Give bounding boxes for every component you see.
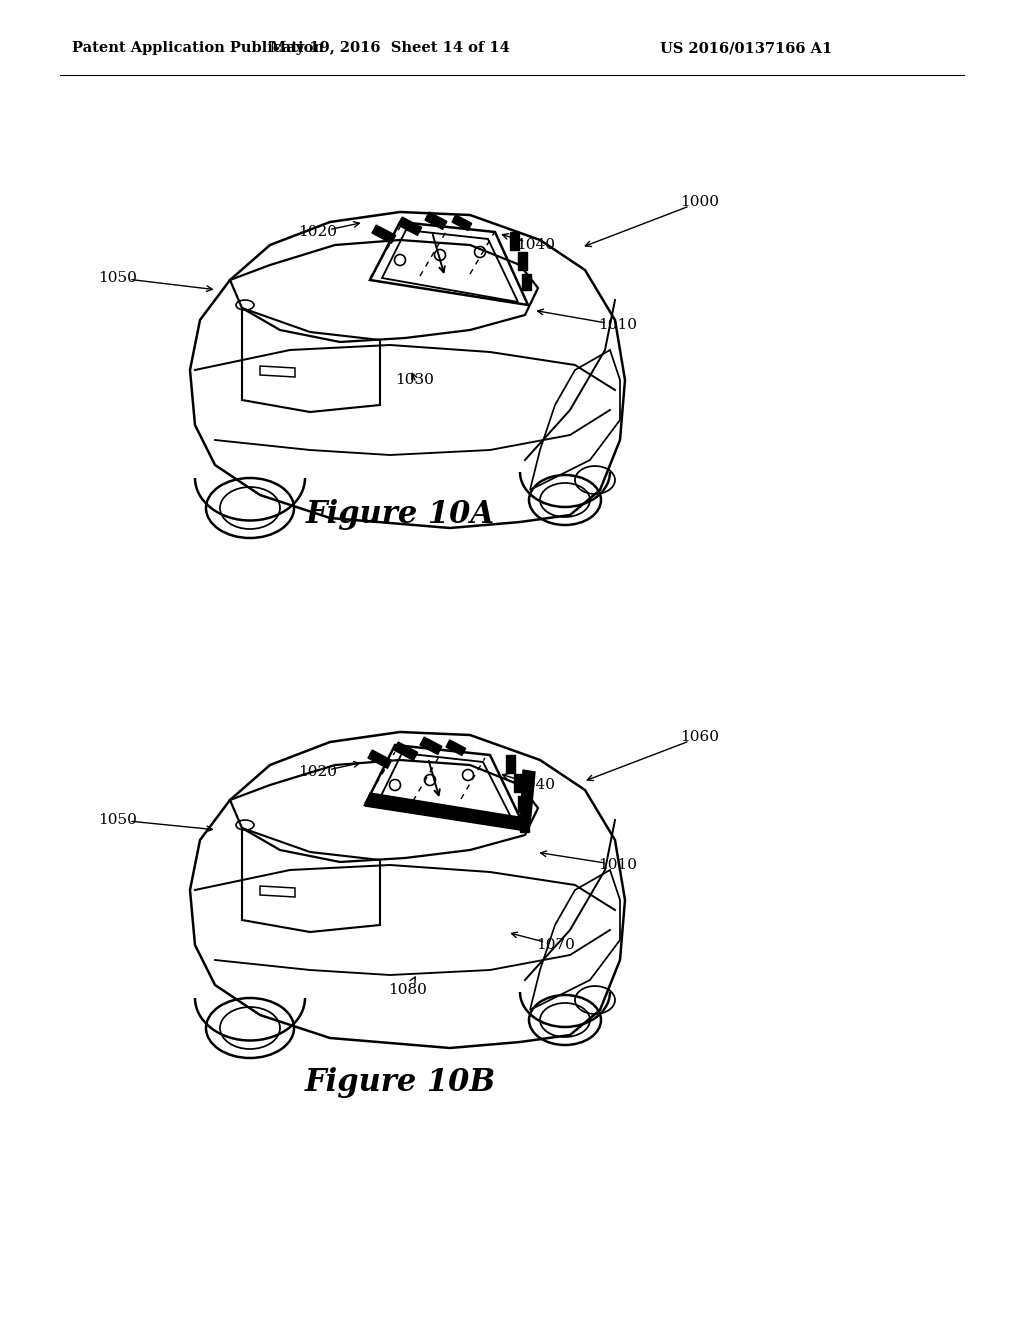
Bar bbox=[398, 216, 422, 235]
Text: 1010: 1010 bbox=[598, 318, 638, 333]
Bar bbox=[510, 232, 519, 249]
Text: 1040: 1040 bbox=[516, 238, 555, 252]
Text: Patent Application Publication: Patent Application Publication bbox=[72, 41, 324, 55]
Bar bbox=[520, 816, 529, 832]
Text: 1070: 1070 bbox=[537, 939, 575, 952]
Bar bbox=[425, 213, 446, 230]
Text: 1020: 1020 bbox=[299, 224, 338, 239]
Bar bbox=[372, 224, 395, 243]
Text: 1020: 1020 bbox=[299, 766, 338, 779]
Text: 1030: 1030 bbox=[395, 374, 434, 387]
Text: 1050: 1050 bbox=[98, 271, 137, 285]
Text: 1000: 1000 bbox=[681, 195, 720, 209]
Bar bbox=[514, 774, 523, 792]
Polygon shape bbox=[365, 793, 525, 830]
Text: 1010: 1010 bbox=[598, 858, 638, 873]
Bar bbox=[452, 215, 472, 231]
Text: 1080: 1080 bbox=[388, 983, 427, 997]
Text: 1060: 1060 bbox=[681, 730, 720, 744]
Polygon shape bbox=[520, 770, 535, 830]
Bar bbox=[420, 737, 442, 755]
Text: Figure 10A: Figure 10A bbox=[305, 499, 495, 531]
Bar bbox=[522, 275, 531, 290]
Text: May 19, 2016  Sheet 14 of 14: May 19, 2016 Sheet 14 of 14 bbox=[270, 41, 510, 55]
Bar bbox=[506, 755, 515, 774]
Text: US 2016/0137166 A1: US 2016/0137166 A1 bbox=[660, 41, 833, 55]
Text: 1050: 1050 bbox=[98, 813, 137, 828]
Bar bbox=[368, 750, 391, 768]
Text: Figure 10B: Figure 10B bbox=[304, 1067, 496, 1097]
Bar bbox=[518, 252, 527, 271]
Text: 1040: 1040 bbox=[516, 777, 555, 792]
Bar bbox=[446, 741, 466, 755]
Bar bbox=[518, 796, 527, 812]
Bar bbox=[394, 742, 418, 760]
